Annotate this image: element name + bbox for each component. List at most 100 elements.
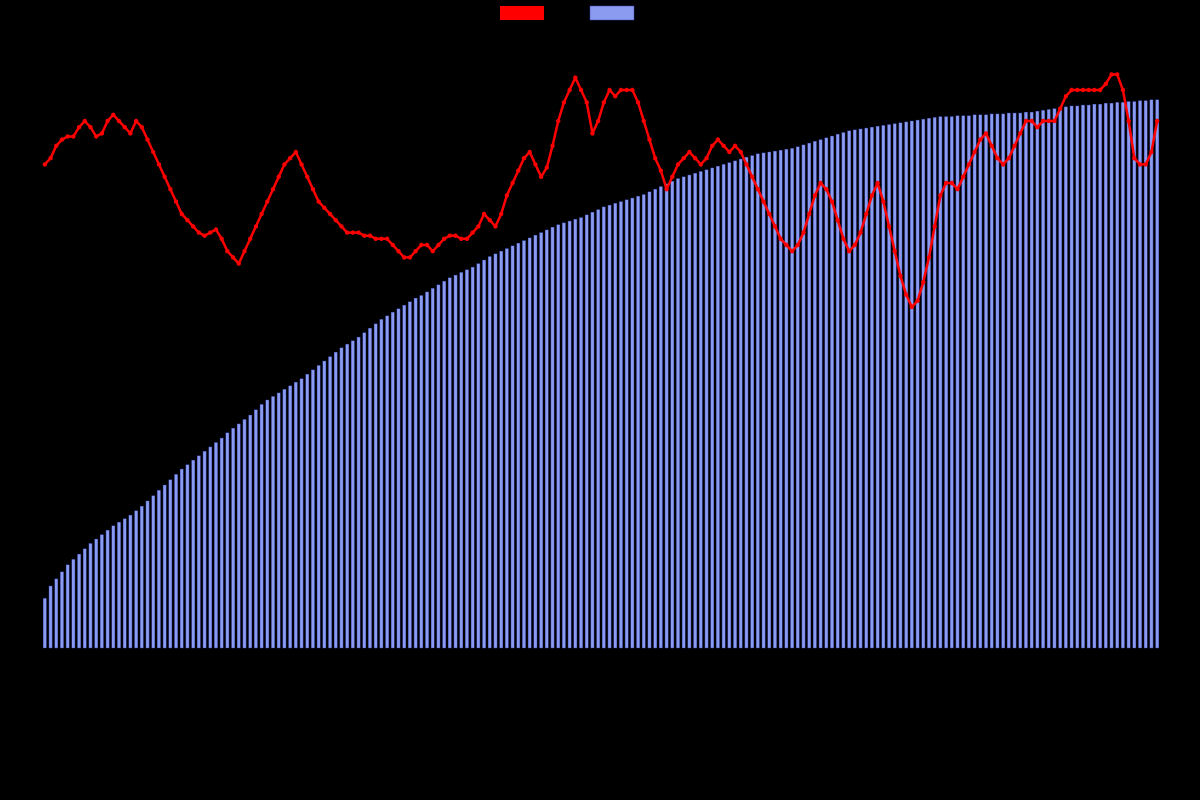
line-marker <box>162 175 166 179</box>
bar <box>334 352 337 648</box>
line-marker <box>1024 119 1028 123</box>
line-marker <box>271 187 275 191</box>
bar <box>614 203 617 648</box>
bar <box>899 123 902 648</box>
line-marker <box>476 224 480 228</box>
line-marker <box>824 187 828 191</box>
line-marker <box>54 144 58 148</box>
bar <box>802 145 805 648</box>
bar <box>1007 113 1010 648</box>
line-marker <box>613 94 617 98</box>
bar <box>979 115 982 648</box>
bar <box>1019 113 1022 648</box>
line-marker <box>1132 156 1136 160</box>
bar <box>865 128 868 648</box>
bar <box>152 496 155 648</box>
bar <box>163 485 166 648</box>
line-marker <box>710 144 714 148</box>
line-marker <box>174 199 178 203</box>
legend-line-swatch <box>500 6 544 20</box>
line-marker <box>1035 125 1039 129</box>
line-marker <box>961 175 965 179</box>
line-marker <box>362 234 366 238</box>
bar <box>328 357 331 648</box>
line-marker <box>242 249 246 253</box>
line-marker <box>88 125 92 129</box>
left-axis-tick-label: 4,6 <box>19 146 34 158</box>
line-marker <box>322 206 326 210</box>
bar <box>1041 110 1044 648</box>
line-marker <box>624 88 628 92</box>
line-marker <box>1029 119 1033 123</box>
bar <box>836 134 839 648</box>
line-marker <box>299 162 303 166</box>
bar <box>745 157 748 648</box>
line-marker <box>328 212 332 216</box>
bar <box>813 141 816 648</box>
line-marker <box>818 181 822 185</box>
line-marker <box>60 137 64 141</box>
bar <box>511 246 514 648</box>
line-marker <box>334 218 338 222</box>
line-marker <box>955 187 959 191</box>
line-marker <box>254 224 258 228</box>
bar <box>1081 105 1084 648</box>
line-marker <box>567 88 571 92</box>
line-marker <box>767 212 771 216</box>
bar <box>112 526 115 648</box>
line-marker <box>664 187 668 191</box>
line-marker <box>670 175 674 179</box>
line-marker <box>841 237 845 241</box>
bar <box>323 361 326 648</box>
left-axis-tick-label: 5,0 <box>19 22 34 34</box>
line-marker <box>151 150 155 154</box>
line-marker <box>1155 119 1159 123</box>
line-marker <box>459 237 463 241</box>
line-marker <box>351 230 355 234</box>
bar <box>528 238 531 648</box>
bar <box>368 328 371 648</box>
line-marker <box>836 218 840 222</box>
line-marker <box>830 199 834 203</box>
bar <box>654 189 657 648</box>
line-marker <box>311 187 315 191</box>
bar <box>631 198 634 648</box>
bar <box>568 221 571 648</box>
line-marker <box>282 162 286 166</box>
bar <box>346 344 349 648</box>
bar <box>540 233 543 648</box>
bar <box>414 298 417 648</box>
bar <box>791 148 794 648</box>
bar <box>260 404 263 648</box>
bar <box>756 154 759 648</box>
bar <box>289 386 292 648</box>
line-marker <box>1018 131 1022 135</box>
line-marker <box>944 181 948 185</box>
line-marker <box>978 137 982 141</box>
line-marker <box>1138 162 1142 166</box>
line-marker <box>1058 106 1062 110</box>
bar <box>534 235 537 648</box>
bar <box>619 202 622 648</box>
bar <box>870 127 873 648</box>
bar <box>146 501 149 648</box>
bar <box>1064 107 1067 648</box>
line-marker <box>744 162 748 166</box>
bar <box>956 116 959 648</box>
bar <box>397 309 400 648</box>
line-marker <box>1007 156 1011 160</box>
bar <box>785 149 788 648</box>
line-marker <box>773 224 777 228</box>
line-marker <box>470 230 474 234</box>
line-marker <box>801 230 805 234</box>
line-marker <box>510 181 514 185</box>
bar <box>905 122 908 648</box>
bar <box>89 543 92 648</box>
line-marker <box>893 249 897 253</box>
bar <box>306 374 309 648</box>
bar <box>665 184 668 648</box>
line-marker <box>573 75 577 79</box>
bar <box>597 210 600 648</box>
line-marker <box>1104 82 1108 86</box>
bar <box>950 117 953 648</box>
